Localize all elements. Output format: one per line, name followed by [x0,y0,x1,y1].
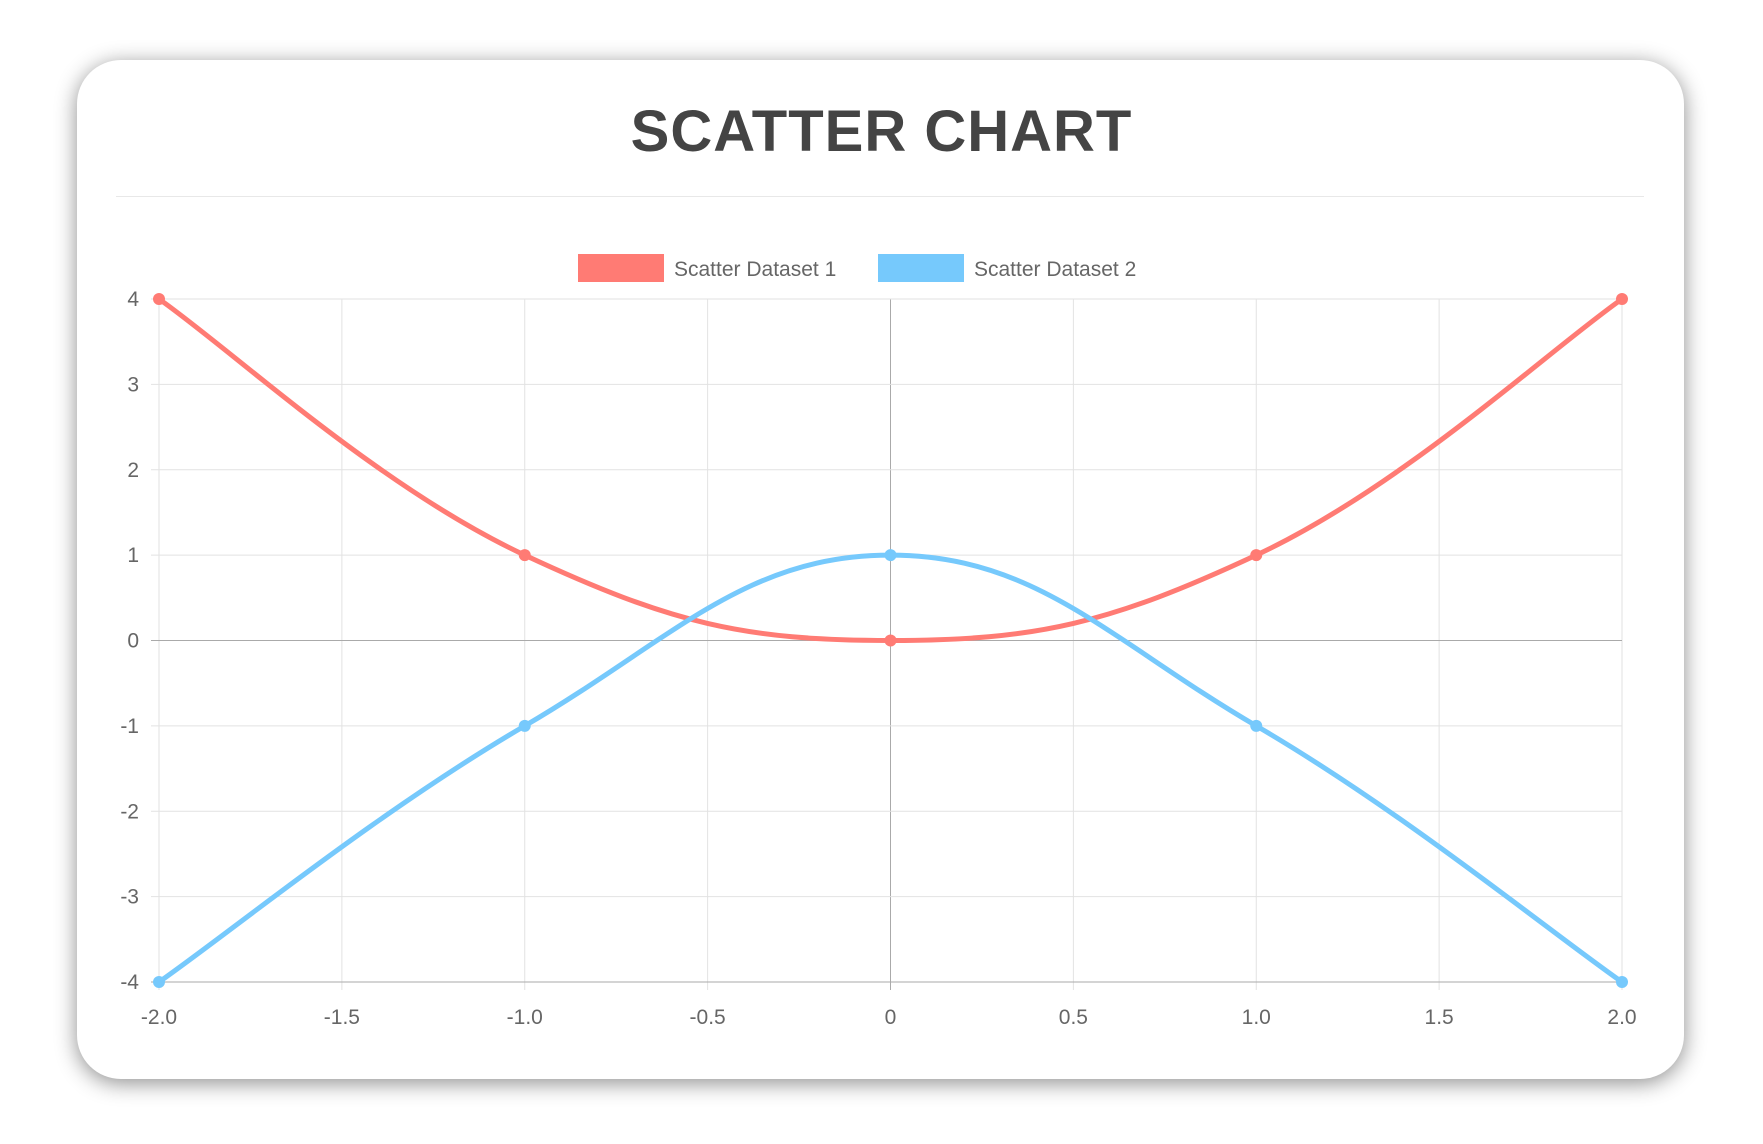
data-point-2 [518,719,531,732]
x-tick-label: 1.5 [1425,1006,1454,1029]
data-point-1 [1250,549,1263,562]
title-divider [116,196,1644,197]
data-point-2 [1250,719,1263,732]
data-point-1 [884,634,897,647]
chart-card [77,60,1684,1079]
legend-swatch-2 [878,254,964,282]
legend-label-1[interactable]: Scatter Dataset 1 [674,258,836,281]
data-point-2 [153,976,165,988]
legend-swatch-1 [578,254,664,282]
y-tick-label: -4 [120,971,139,994]
x-tick-label: 2.0 [1607,1006,1636,1029]
chart-title: SCATTER CHART [630,99,1133,164]
y-tick-label: 1 [127,544,139,567]
data-point-2 [884,549,897,562]
x-tick-label: 0.5 [1059,1006,1088,1029]
y-tick-label: -1 [120,715,139,738]
x-tick-label: 0 [885,1006,897,1029]
x-tick-label: -1.5 [324,1006,360,1029]
y-tick-label: 0 [127,630,139,653]
legend-label-2[interactable]: Scatter Dataset 2 [974,258,1136,281]
y-tick-label: -3 [120,886,139,909]
data-point-1 [518,549,531,562]
x-tick-label: -0.5 [690,1006,726,1029]
x-tick-label: -1.0 [507,1006,543,1029]
y-tick-label: 3 [127,373,139,396]
y-tick-label: 4 [127,288,139,311]
x-tick-label: -2.0 [141,1006,177,1029]
data-point-2 [1616,976,1628,988]
y-tick-label: 2 [127,459,139,482]
y-tick-label: -2 [120,800,139,823]
x-tick-label: 1.0 [1242,1006,1271,1029]
data-point-1 [1616,293,1628,305]
data-point-1 [153,293,165,305]
